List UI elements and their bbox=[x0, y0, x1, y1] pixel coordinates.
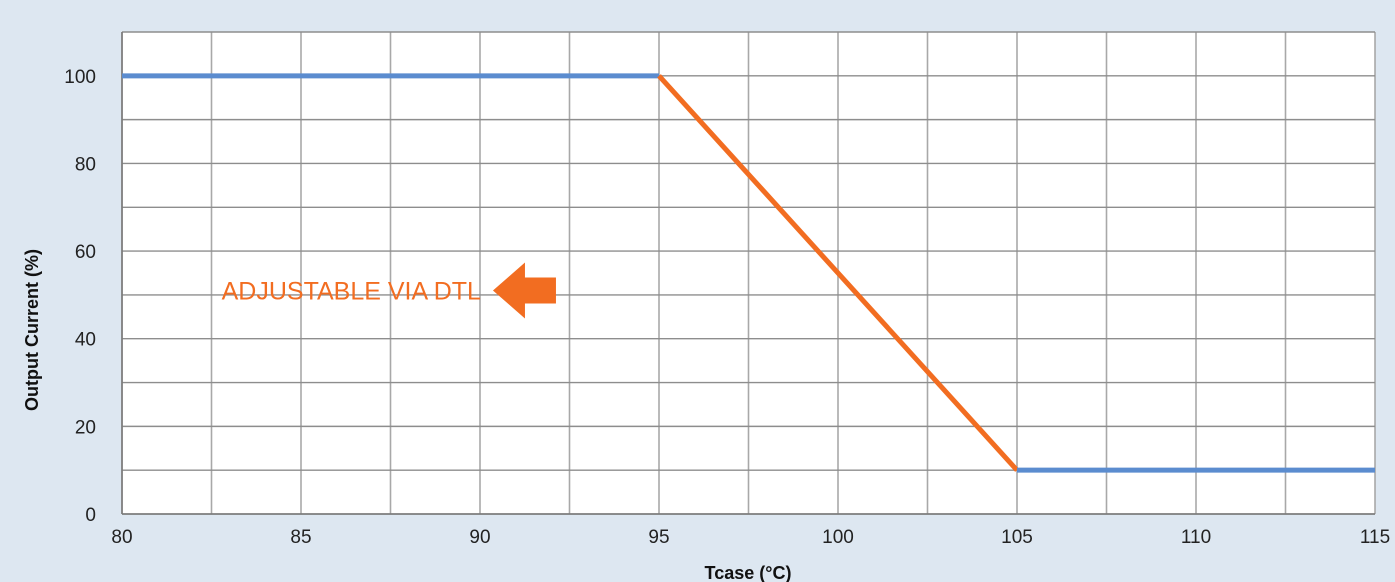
tick-labels: 0 20 40 60 80 100 80 85 90 95 100 105 110 115 bbox=[64, 67, 1390, 548]
x-tick-label: 80 bbox=[111, 527, 132, 548]
x-tick-label: 90 bbox=[469, 527, 490, 548]
y-tick-label: 60 bbox=[75, 242, 96, 263]
y-tick-label: 100 bbox=[64, 67, 96, 88]
series-line-2 bbox=[657, 74, 1019, 472]
x-tick-label: 100 bbox=[822, 527, 854, 548]
grid bbox=[121, 31, 1376, 515]
annotation-text: ADJUSTABLE VIA DTL bbox=[222, 278, 481, 306]
x-tick-label: 95 bbox=[648, 527, 669, 548]
y-axis-title: Output Current (%) bbox=[22, 249, 42, 411]
arrow-left-icon bbox=[492, 262, 556, 319]
y-tick-label: 40 bbox=[75, 330, 96, 351]
x-tick-label: 105 bbox=[1001, 527, 1033, 548]
annotation-group: ADJUSTABLE VIA DTL bbox=[222, 262, 556, 319]
y-tick-label: 20 bbox=[75, 417, 96, 438]
x-tick-label: 110 bbox=[1181, 527, 1211, 548]
x-tick-label: 85 bbox=[290, 527, 311, 548]
series-group bbox=[122, 73, 1375, 473]
y-tick-label: 0 bbox=[85, 505, 96, 526]
x-axis-title: Tcase (°C) bbox=[705, 563, 792, 582]
y-tick-label: 80 bbox=[75, 154, 96, 175]
x-tick-label: 115 bbox=[1360, 527, 1390, 548]
